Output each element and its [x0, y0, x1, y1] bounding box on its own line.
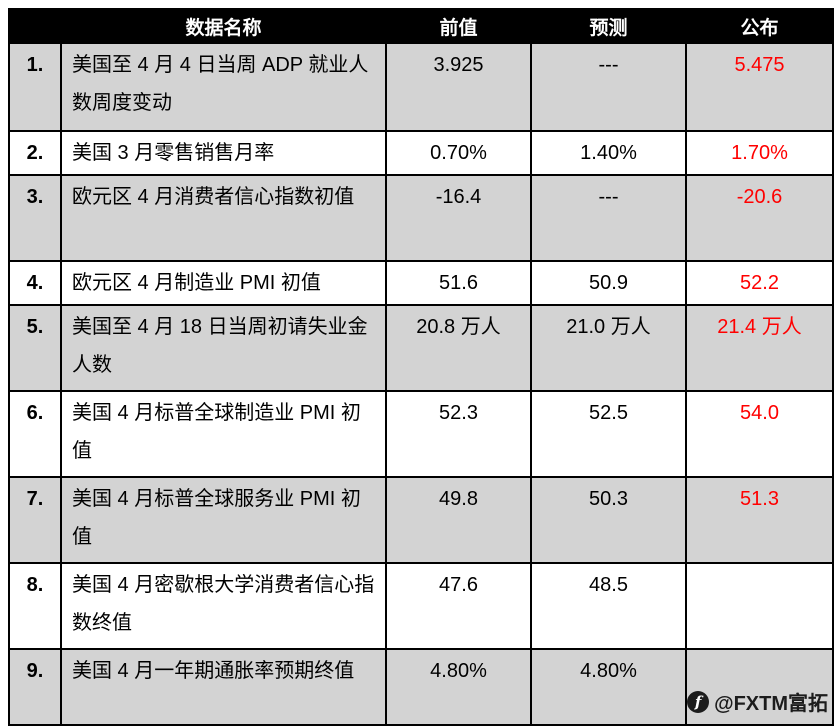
- previous-value: -16.4: [385, 174, 532, 262]
- header-cell-name: 数据名称: [60, 8, 387, 44]
- forecast-value: 1.40%: [530, 130, 687, 176]
- table-row: 4. 欧元区 4 月制造业 PMI 初值 51.6 50.9 52.2: [8, 260, 834, 306]
- header-cell-published: 公布: [685, 8, 834, 44]
- previous-value: 0.70%: [385, 130, 532, 176]
- row-index: 1.: [8, 42, 62, 132]
- indicator-name: 美国 4 月标普全球服务业 PMI 初值: [60, 476, 387, 564]
- forecast-value: 48.5: [530, 562, 687, 650]
- row-index: 3.: [8, 174, 62, 262]
- indicator-name: 美国 4 月密歇根大学消费者信心指数终值: [60, 562, 387, 650]
- previous-value: 51.6: [385, 260, 532, 306]
- previous-value: 4.80%: [385, 648, 532, 726]
- published-value: 21.4 万人: [685, 304, 834, 392]
- published-value: -20.6: [685, 174, 834, 262]
- watermark: f @FXTM富拓: [687, 687, 828, 716]
- published-value: 51.3: [685, 476, 834, 564]
- row-index: 7.: [8, 476, 62, 564]
- previous-value: 52.3: [385, 390, 532, 478]
- table-row: 2. 美国 3 月零售销售月率 0.70% 1.40% 1.70%: [8, 130, 834, 176]
- header-cell-forecast: 预测: [530, 8, 687, 44]
- published-value: 54.0: [685, 390, 834, 478]
- row-index: 4.: [8, 260, 62, 306]
- indicator-name: 美国至 4 月 18 日当周初请失业金人数: [60, 304, 387, 392]
- indicator-name: 美国至 4 月 4 日当周 ADP 就业人数周度变动: [60, 42, 387, 132]
- previous-value: 49.8: [385, 476, 532, 564]
- published-value: [685, 562, 834, 650]
- row-index: 8.: [8, 562, 62, 650]
- table-row: 6. 美国 4 月标普全球制造业 PMI 初值 52.3 52.5 54.0: [8, 390, 834, 478]
- header-cell-previous: 前值: [385, 8, 532, 44]
- table-row: 3. 欧元区 4 月消费者信心指数初值 -16.4 --- -20.6: [8, 174, 834, 262]
- published-value: [685, 648, 834, 726]
- published-value: 1.70%: [685, 130, 834, 176]
- row-index: 6.: [8, 390, 62, 478]
- previous-value: 47.6: [385, 562, 532, 650]
- forecast-value: ---: [530, 174, 687, 262]
- table-row: 5. 美国至 4 月 18 日当周初请失业金人数 20.8 万人 21.0 万人…: [8, 304, 834, 392]
- published-value: 5.475: [685, 42, 834, 132]
- forecast-value: 50.9: [530, 260, 687, 306]
- fxtm-logo-icon: f: [687, 690, 710, 713]
- header-cell-index: [8, 8, 62, 44]
- forecast-value: 4.80%: [530, 648, 687, 726]
- indicator-name: 欧元区 4 月制造业 PMI 初值: [60, 260, 387, 306]
- economic-data-table: 数据名称 前值 预测 公布 1. 美国至 4 月 4 日当周 ADP 就业人数周…: [8, 8, 834, 726]
- table-row: 9. 美国 4 月一年期通胀率预期终值 4.80% 4.80%: [8, 648, 834, 726]
- forecast-value: 21.0 万人: [530, 304, 687, 392]
- table-row: 1. 美国至 4 月 4 日当周 ADP 就业人数周度变动 3.925 --- …: [8, 42, 834, 132]
- indicator-name: 美国 4 月标普全球制造业 PMI 初值: [60, 390, 387, 478]
- published-value: 52.2: [685, 260, 834, 306]
- table-row: 7. 美国 4 月标普全球服务业 PMI 初值 49.8 50.3 51.3: [8, 476, 834, 564]
- watermark-handle: @FXTM富拓: [714, 693, 828, 715]
- row-index: 2.: [8, 130, 62, 176]
- indicator-name: 美国 3 月零售销售月率: [60, 130, 387, 176]
- indicator-name: 欧元区 4 月消费者信心指数初值: [60, 174, 387, 262]
- previous-value: 3.925: [385, 42, 532, 132]
- table-row: 8. 美国 4 月密歇根大学消费者信心指数终值 47.6 48.5: [8, 562, 834, 650]
- forecast-value: ---: [530, 42, 687, 132]
- forecast-value: 52.5: [530, 390, 687, 478]
- row-index: 9.: [8, 648, 62, 726]
- table-header-row: 数据名称 前值 预测 公布: [8, 8, 834, 44]
- forecast-value: 50.3: [530, 476, 687, 564]
- indicator-name: 美国 4 月一年期通胀率预期终值: [60, 648, 387, 726]
- row-index: 5.: [8, 304, 62, 392]
- previous-value: 20.8 万人: [385, 304, 532, 392]
